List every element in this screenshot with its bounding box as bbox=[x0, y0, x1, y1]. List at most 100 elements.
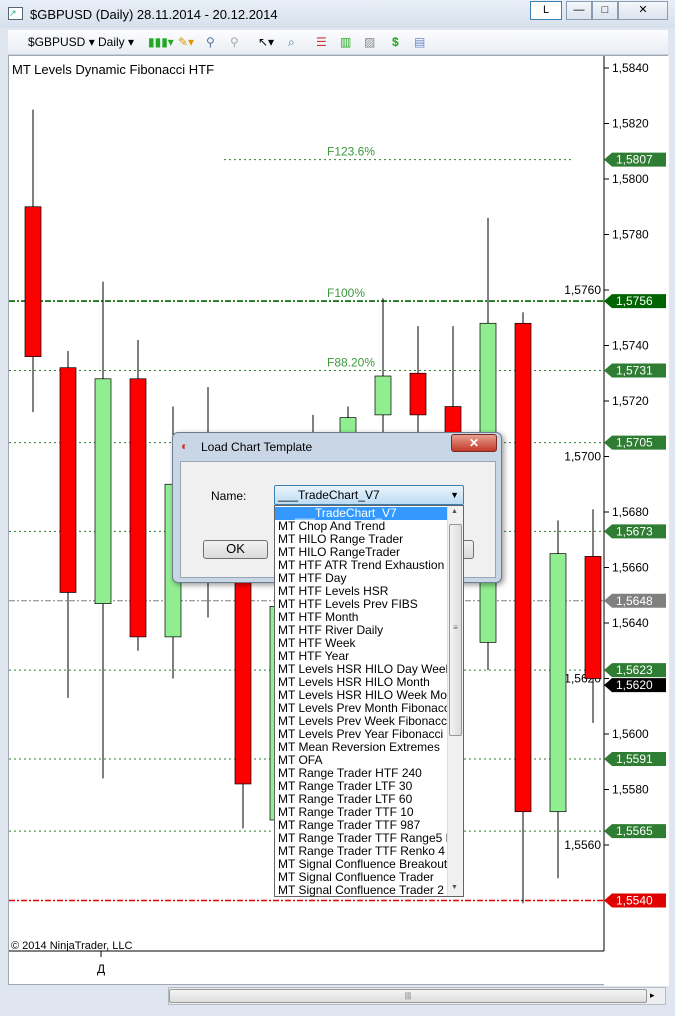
instrument-dropdown[interactable]: $GBPUSD ▾ bbox=[28, 35, 95, 49]
chevron-down-icon[interactable]: ▼ bbox=[450, 490, 459, 500]
template-option[interactable]: MT HTF Levels Prev FIBS bbox=[278, 598, 418, 611]
template-option[interactable]: MT OFA bbox=[278, 754, 323, 767]
pencil-draw-icon[interactable]: ✎▾ bbox=[178, 35, 195, 49]
data-box-icon[interactable]: ▤ bbox=[414, 35, 426, 49]
template-option[interactable]: MT Signal Confluence Breakout bbox=[278, 858, 447, 871]
scroll-right-icon[interactable]: ▸ bbox=[650, 990, 655, 1000]
template-option[interactable]: MT HTF Week bbox=[278, 637, 356, 650]
copyright-text: © 2014 NinjaTrader, LLC bbox=[11, 940, 133, 952]
price-tick-label: 1,5720 bbox=[612, 394, 649, 408]
template-option[interactable]: MT HILO RangeTrader bbox=[278, 546, 401, 559]
minimize-button[interactable]: — bbox=[566, 1, 592, 20]
dialog-close-button[interactable]: ✕ bbox=[451, 434, 497, 452]
template-option[interactable]: MT HTF Year bbox=[278, 650, 350, 663]
indicators-icon[interactable]: ☰ bbox=[316, 35, 327, 49]
restore-button[interactable]: □ bbox=[592, 1, 618, 20]
cursor-icon[interactable]: ↖▾ bbox=[258, 35, 275, 49]
price-tag bbox=[604, 363, 666, 378]
scroll-down-icon[interactable]: ▼ bbox=[451, 884, 458, 891]
name-label: Name: bbox=[211, 489, 247, 503]
price-tick-label: 1,5680 bbox=[612, 505, 649, 519]
template-option[interactable]: MT HTF ATR Trend Exhaustion Lev bbox=[278, 559, 447, 572]
price-tick-label: 1,5760 bbox=[564, 283, 601, 297]
chart-properties-icon[interactable]: ▨ bbox=[364, 35, 376, 49]
template-option[interactable]: MT Mean Reversion Extremes bbox=[278, 741, 440, 754]
template-option[interactable]: MT Levels HSR HILO Week Month bbox=[278, 689, 447, 702]
ok-button[interactable]: OK bbox=[203, 540, 268, 559]
price-tag-label: 1,5623 bbox=[616, 663, 653, 677]
price-tick-label: 1,5640 bbox=[612, 616, 649, 630]
template-option[interactable]: MT Range Trader TTF 10 bbox=[278, 806, 414, 819]
price-tick-label: 1,5780 bbox=[612, 228, 649, 242]
template-option[interactable]: MT Range Trader TTF Renko 4 Div bbox=[278, 845, 447, 858]
candlestick-style-icon[interactable]: ▮▮▮▾ bbox=[148, 35, 174, 49]
price-tick-label: 1,5560 bbox=[564, 838, 601, 852]
toolbar: $GBPUSD ▾ Daily ▾ ▮▮▮▾ ✎▾ ⚲ ⚲ ↖▾ ⌕ ☰ ▥ ▨… bbox=[8, 30, 668, 55]
price-tick-label: 1,5740 bbox=[612, 339, 649, 353]
list-scrollbar-thumb[interactable]: ≡ bbox=[449, 524, 462, 736]
price-tag-label: 1,5591 bbox=[616, 752, 653, 766]
template-option[interactable]: MT HTF River Daily bbox=[278, 624, 384, 637]
ninjatrader-logo-icon: ◐ bbox=[181, 439, 189, 453]
price-tag bbox=[604, 678, 666, 693]
template-option[interactable]: MT Range Trader HTF 240 bbox=[278, 767, 422, 780]
interval-dropdown[interactable]: Daily ▾ bbox=[98, 35, 135, 49]
price-tick-label-background bbox=[562, 283, 602, 297]
close-button[interactable]: ✕ bbox=[618, 1, 668, 20]
template-option[interactable]: MT Levels Prev Year Fibonacci bbox=[278, 728, 444, 741]
price-tag bbox=[604, 524, 666, 539]
fib-label: F123.6% bbox=[327, 145, 375, 159]
price-tag-label: 1,5565 bbox=[616, 824, 653, 838]
template-option[interactable]: MT Levels HSR HILO Day Week M bbox=[278, 663, 447, 676]
scrollbar-thumb[interactable]: ||| bbox=[169, 989, 647, 1003]
price-tag bbox=[604, 893, 666, 908]
combobox-value: ___TradeChart_V7 bbox=[278, 488, 380, 502]
fib-label: F100% bbox=[327, 286, 365, 300]
dollar-icon[interactable]: $ bbox=[392, 35, 399, 49]
price-tag-label: 1,5540 bbox=[616, 894, 653, 908]
candle-body bbox=[59, 367, 77, 593]
time-axis-label: Д bbox=[97, 962, 106, 976]
template-option[interactable]: MT Range Trader LTF 60 bbox=[278, 793, 413, 806]
template-option[interactable]: MT Signal Confluence Trader 2 bbox=[278, 884, 444, 897]
price-tick-label: 1,5800 bbox=[612, 172, 649, 186]
candle-body bbox=[374, 375, 392, 416]
chart-app-icon: ↗ bbox=[8, 7, 23, 20]
list-scrollbar[interactable]: ▲ ≡ ▼ bbox=[447, 506, 463, 896]
template-option[interactable]: MT Levels Prev Week Fibonacci bbox=[278, 715, 447, 728]
price-tag-label: 1,5648 bbox=[616, 594, 653, 608]
template-option[interactable]: MT Levels HSR HILO Month bbox=[278, 676, 430, 689]
template-name-combobox[interactable]: ___TradeChart_V7 ▼ bbox=[274, 485, 464, 505]
link-button[interactable]: L bbox=[530, 1, 562, 20]
strategies-icon[interactable]: ▥ bbox=[340, 35, 352, 49]
price-tick-label: 1,5700 bbox=[564, 450, 601, 464]
indicator-label: MT Levels Dynamic Fibonacci HTF bbox=[12, 62, 215, 77]
template-option[interactable]: MT Range Trader TTF Range5 Div bbox=[278, 832, 447, 845]
price-tag bbox=[604, 435, 666, 450]
template-option[interactable]: ___TradeChart_V7 bbox=[275, 507, 447, 520]
price-axis bbox=[604, 56, 669, 986]
zoom-out-icon[interactable]: ⚲ bbox=[230, 35, 239, 49]
candle-body bbox=[549, 553, 567, 813]
price-tag-label: 1,5807 bbox=[616, 153, 653, 167]
magnifier-icon[interactable]: ⌕ bbox=[288, 35, 295, 49]
candle-body bbox=[514, 322, 532, 813]
price-tick-label: 1,5840 bbox=[612, 61, 649, 75]
template-option[interactable]: MT HTF Levels HSR bbox=[278, 585, 389, 598]
horizontal-scrollbar[interactable]: ||| ▸ bbox=[168, 987, 666, 1005]
scroll-up-icon[interactable]: ▲ bbox=[451, 508, 458, 515]
template-option[interactable]: MT Range Trader TTF 987 bbox=[278, 819, 421, 832]
price-tag-label: 1,5705 bbox=[616, 436, 653, 450]
instrument-label: $GBPUSD bbox=[28, 35, 86, 49]
template-option[interactable]: MT Chop And Trend bbox=[278, 520, 386, 533]
template-dropdown-list[interactable]: ___TradeChart_V7 MT Chop And Trend MT HILO… bbox=[274, 505, 464, 897]
candle-body bbox=[24, 206, 42, 357]
template-option[interactable]: MT Levels Prev Month Fibonacci bbox=[278, 702, 447, 715]
template-option[interactable]: MT HTF Month bbox=[278, 611, 359, 624]
template-option[interactable]: MT HTF Day bbox=[278, 572, 347, 585]
template-option[interactable]: MT Range Trader LTF 30 bbox=[278, 780, 413, 793]
price-tick-label: 1,5660 bbox=[612, 561, 649, 575]
zoom-in-icon[interactable]: ⚲ bbox=[206, 35, 215, 49]
template-option[interactable]: MT Signal Confluence Trader bbox=[278, 871, 434, 884]
template-option[interactable]: MT HILO Range Trader bbox=[278, 533, 404, 546]
